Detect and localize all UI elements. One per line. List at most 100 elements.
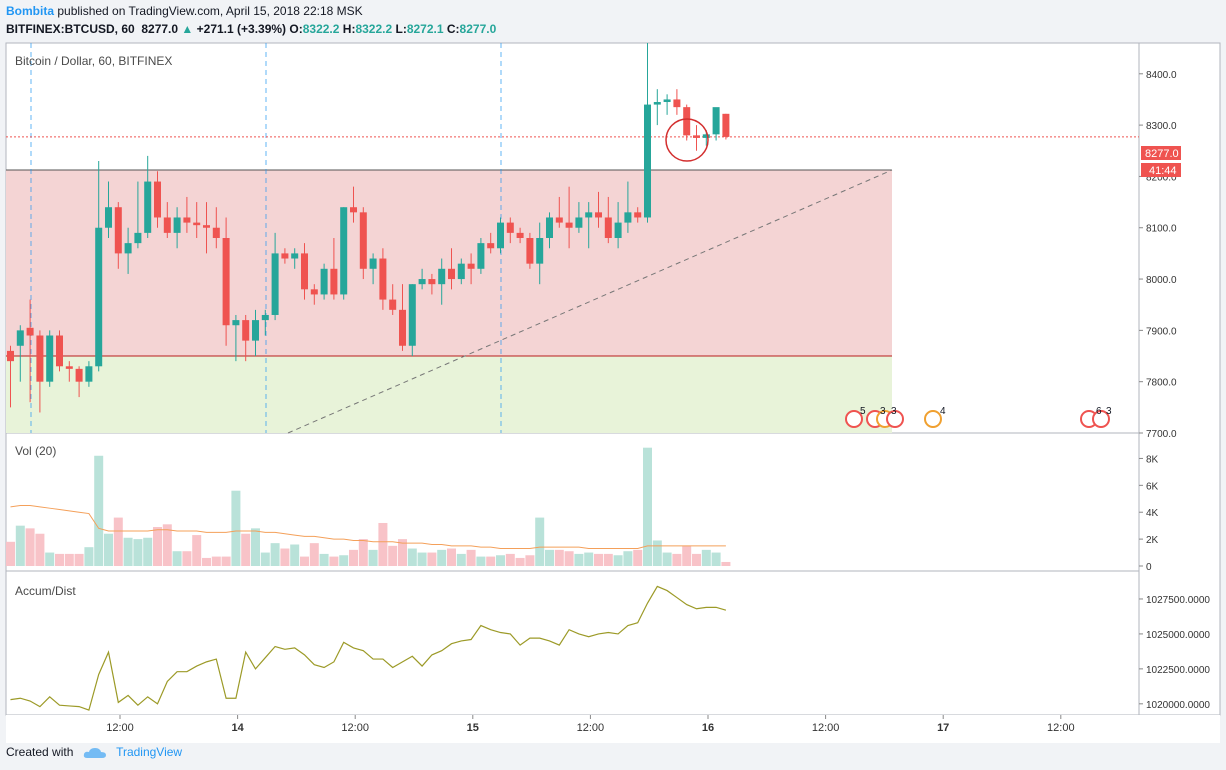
volume-bar (398, 539, 407, 566)
candle-body (340, 207, 348, 295)
high-value: 8322.2 (355, 22, 393, 36)
volume-bar (35, 533, 45, 566)
axis-tick-label: 8000.0 (1146, 275, 1177, 286)
volume-bar (153, 527, 162, 566)
candle-body (408, 284, 416, 346)
time-ticks: 12:00 14 12:00 15 12:00 16 12:00 17 12:00 (106, 715, 1075, 734)
tradingview-link[interactable]: TradingView (116, 745, 183, 759)
candle-body (193, 222, 201, 226)
volume-bar (309, 543, 319, 566)
volume-bar (456, 553, 466, 566)
volume-bar (349, 549, 358, 566)
event-flag-icon[interactable] (845, 410, 863, 428)
open-label: O: (289, 22, 303, 36)
trendline[interactable] (287, 169, 893, 434)
volume-bar (290, 544, 300, 566)
candle-body (467, 263, 475, 269)
tradingview-logo-icon (83, 747, 106, 758)
volume-bar (633, 549, 643, 566)
volume-bar (535, 517, 545, 566)
volume-bar (6, 541, 15, 566)
candle-body (702, 134, 710, 138)
event-flag-icon[interactable] (886, 410, 904, 428)
candle-body (242, 320, 250, 341)
candle-body (565, 222, 573, 228)
candle-body (281, 253, 289, 259)
candle-body (477, 243, 485, 269)
candle-body (350, 207, 357, 213)
candle-body (16, 330, 24, 346)
volume-bar (358, 539, 368, 566)
axis-tick-label: 1025000.0000 (1146, 630, 1210, 641)
volume-bar (417, 552, 427, 566)
event-flag-icon[interactable] (924, 410, 942, 428)
candle-body (536, 238, 544, 264)
candles-group[interactable] (7, 43, 730, 413)
candle-body (438, 268, 446, 285)
volume-bar (25, 528, 35, 566)
highlight-circle[interactable] (665, 118, 709, 162)
time-tick-label: 12:00 (341, 722, 369, 734)
candle-body (379, 258, 387, 300)
axis-tick-label: 7700.0 (1146, 429, 1177, 440)
time-axis[interactable] (6, 715, 1220, 743)
axis-tick-label: 8100.0 (1146, 224, 1177, 235)
candle-body (399, 309, 406, 346)
candle-body (7, 350, 14, 362)
volume-bar (133, 539, 143, 566)
axis-tick-label: 8K (1146, 454, 1159, 465)
volume-bar (113, 517, 123, 566)
close-value: 8277.0 (459, 22, 497, 36)
volume-bar (280, 548, 290, 566)
candle-body (487, 243, 495, 249)
author-link[interactable]: Bombita (6, 4, 54, 18)
volume-bar (505, 553, 515, 566)
candle-body (359, 212, 367, 269)
volume-bar (554, 549, 564, 566)
volume-bar (172, 551, 182, 566)
volume-bars[interactable] (6, 447, 731, 566)
volume-bar (368, 549, 378, 566)
candle-body (95, 227, 103, 367)
close-label: C: (446, 22, 460, 36)
candle-body (683, 107, 691, 136)
time-tick-label: 14 (231, 722, 244, 734)
volume-ticks: 8K 6K 4K 2K 0 (1139, 454, 1159, 573)
candle-body (722, 113, 730, 137)
candle-body (418, 279, 426, 285)
candle-body (144, 181, 152, 233)
footer: Created with TradingView (6, 745, 182, 759)
resistance-zone[interactable] (6, 170, 892, 356)
candle-body (575, 217, 583, 228)
volume-pane[interactable] (5, 432, 1140, 572)
candle-body (105, 207, 112, 228)
volume-bar (388, 545, 398, 566)
axis-tick-label: 1020000.0000 (1146, 700, 1210, 711)
price-pane-title: Bitcoin / Dollar, 60, BITFINEX (15, 54, 172, 68)
candle-body (114, 207, 122, 254)
event-count: 3 (891, 406, 897, 417)
candle-body (46, 335, 54, 382)
volume-bar (15, 525, 25, 566)
support-zone[interactable] (6, 356, 892, 433)
candle-body (506, 222, 514, 233)
volume-bar (623, 551, 633, 566)
volume-bar (652, 540, 662, 566)
event-flag-icon[interactable] (1092, 410, 1110, 428)
candle-body (595, 212, 602, 218)
volume-bar (545, 549, 554, 566)
accum-pane[interactable] (5, 570, 1140, 716)
volume-bar (231, 490, 241, 566)
candle-body (232, 320, 240, 326)
volume-bar (692, 553, 701, 566)
candle-body (448, 268, 455, 280)
volume-bar (603, 553, 613, 566)
axis-tick-label: 4K (1146, 508, 1159, 519)
candle-body (301, 253, 308, 290)
candle-body (624, 212, 632, 223)
candle-body (75, 368, 83, 382)
symbol-name[interactable]: BITFINEX:BTCUSD, 60 (6, 22, 135, 36)
volume-bar (466, 549, 476, 566)
volume-bar (496, 555, 505, 566)
